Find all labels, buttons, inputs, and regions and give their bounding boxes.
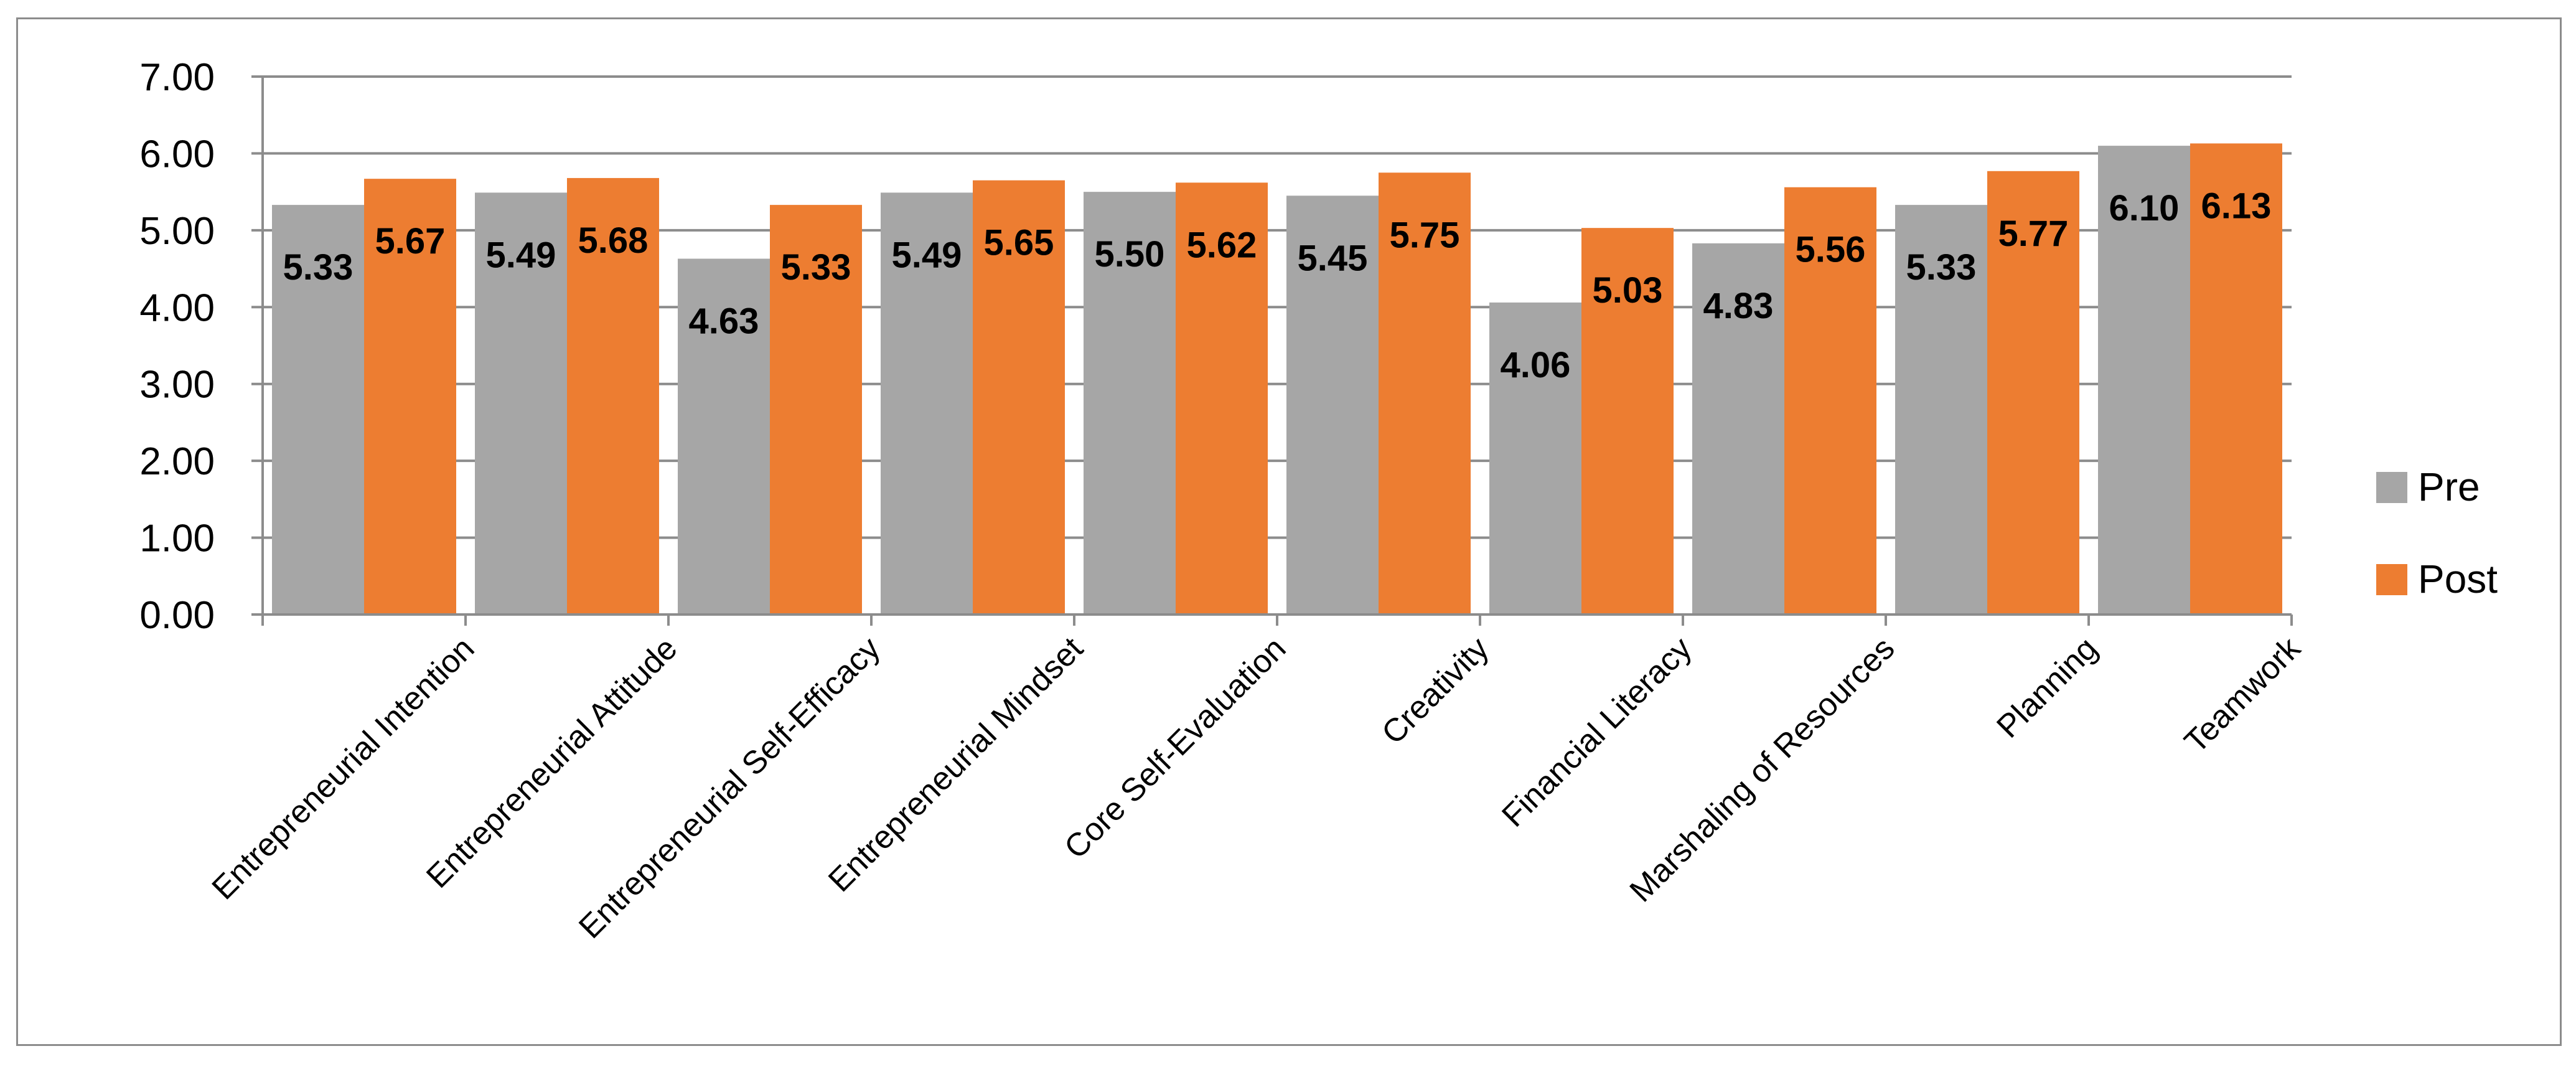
bar-post	[567, 177, 659, 615]
bar-pre	[1692, 243, 1784, 615]
bar-post	[364, 179, 456, 615]
legend-label-post: Post	[2418, 557, 2498, 601]
data-label: 5.03	[1593, 270, 1663, 311]
y-tick-label: 6.00	[139, 133, 215, 176]
y-tick-label: 1.00	[139, 517, 215, 560]
legend: Pre Post	[2376, 464, 2498, 601]
x-category-label: Teamwork	[2178, 630, 2308, 760]
x-category-label: Financial Literacy	[1495, 630, 1698, 834]
data-label: 5.62	[1187, 225, 1257, 265]
legend-swatch-post	[2376, 564, 2407, 595]
data-label: 4.63	[689, 301, 759, 342]
bar-pre	[272, 205, 364, 615]
data-label: 5.33	[781, 247, 851, 288]
data-label: 5.49	[892, 235, 962, 275]
legend-label-pre: Pre	[2418, 464, 2480, 509]
bar-pre	[1895, 205, 1987, 615]
y-tick-label: 0.00	[139, 594, 215, 637]
bar-pre	[881, 192, 973, 615]
bar-post	[2190, 143, 2282, 615]
data-label: 5.65	[984, 223, 1054, 263]
data-label: 5.33	[1906, 247, 1977, 288]
bar-post	[1379, 172, 1471, 615]
data-label: 5.77	[1998, 214, 2069, 254]
bar-pre	[1489, 302, 1581, 615]
bar-pre	[1286, 195, 1379, 615]
bar-post	[973, 180, 1065, 615]
data-label: 4.83	[1703, 286, 1774, 326]
y-tick-label: 2.00	[139, 440, 215, 483]
data-label: 5.75	[1390, 215, 1460, 255]
data-label: 5.45	[1298, 238, 1368, 278]
bar-pre	[678, 258, 770, 615]
data-label: 5.33	[283, 247, 354, 288]
data-labels: 5.33 5.67 5.49 5.68 4.63 5.33 5.49 5.65 5.50 5.62…	[283, 186, 2272, 385]
y-tick-label: 7.00	[139, 56, 215, 99]
x-category-label: Core Self-Evaluation	[1057, 630, 1293, 865]
bar-post	[770, 205, 862, 615]
y-tick-label: 3.00	[139, 364, 215, 407]
data-label: 5.67	[375, 221, 446, 261]
data-label: 4.06	[1501, 345, 1571, 385]
data-label: 5.49	[486, 235, 556, 275]
bar-pre	[2098, 146, 2190, 615]
x-category-label: Creativity	[1375, 630, 1496, 751]
data-label: 6.10	[2109, 188, 2180, 228]
bar-pre	[1084, 192, 1176, 615]
y-tick-label: 5.00	[139, 210, 215, 253]
bar-post	[1176, 182, 1268, 615]
bar-pre	[475, 192, 567, 615]
legend-swatch-pre	[2376, 472, 2407, 503]
data-label: 5.68	[578, 220, 649, 261]
data-label: 5.50	[1095, 234, 1165, 275]
bar-post	[1784, 187, 1876, 615]
bar-post	[1581, 228, 1674, 615]
bar-post	[1987, 171, 2079, 615]
bars	[272, 143, 2282, 615]
data-label: 5.56	[1796, 230, 1866, 270]
data-label: 6.13	[2201, 186, 2272, 226]
y-tick-label: 4.00	[139, 286, 215, 329]
x-category-label: Planning	[1990, 630, 2104, 745]
